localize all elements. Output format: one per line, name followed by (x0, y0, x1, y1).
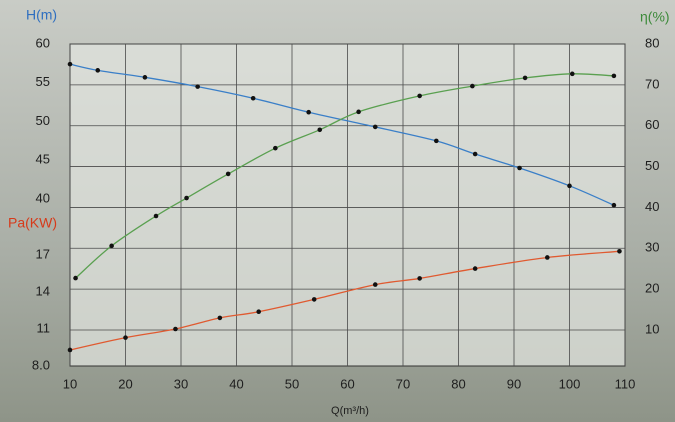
x-tick-label: 100 (559, 376, 581, 391)
y2-tick-label: 60 (645, 117, 659, 132)
y3-tick-label: 8.0 (32, 357, 50, 372)
data-point (153, 213, 159, 219)
data-point (545, 255, 550, 260)
x-tick-label: 110 (615, 376, 636, 391)
data-point (417, 93, 422, 99)
data-point (470, 83, 475, 89)
x-tick-label: 70 (396, 376, 410, 391)
x-tick-label: 80 (451, 376, 465, 391)
data-point (173, 326, 178, 332)
data-point (109, 243, 114, 249)
y2-tick-label: 50 (645, 158, 659, 173)
data-point (417, 276, 422, 281)
x-tick-label: 40 (229, 376, 243, 391)
y3-tick-label: 11 (37, 320, 51, 335)
data-point (517, 165, 522, 171)
y-tick-label: 60 (36, 35, 50, 50)
data-point (95, 68, 101, 73)
data-point (311, 297, 317, 302)
data-point (372, 124, 378, 130)
data-point (611, 73, 617, 79)
data-point (142, 75, 148, 80)
y-tick-label: 55 (36, 74, 50, 89)
data-point (184, 195, 189, 201)
data-point (569, 71, 575, 77)
x-tick-label: 90 (507, 376, 521, 391)
y-axis-label: H(m) (26, 7, 57, 23)
data-point (522, 75, 528, 81)
data-point (617, 249, 622, 254)
data-point (317, 127, 323, 133)
y3-axis-label: Pa(KW) (8, 215, 57, 231)
y2-tick-label: 20 (645, 281, 659, 296)
data-point (67, 347, 73, 353)
data-point (372, 282, 378, 287)
data-point (472, 266, 478, 271)
data-point (195, 84, 200, 89)
data-point (225, 171, 231, 177)
x-tick-label: 20 (118, 376, 132, 391)
data-point (611, 202, 617, 208)
y3-tick-label: 17 (36, 246, 50, 261)
y-tick-label: 45 (36, 152, 50, 167)
data-point (250, 95, 256, 101)
data-point (306, 109, 311, 115)
y-tick-label: 40 (36, 190, 50, 205)
y2-tick-label: 40 (645, 199, 659, 214)
data-point (273, 145, 278, 151)
data-point (434, 138, 439, 144)
y3-tick-label: 14 (36, 283, 50, 298)
data-point (73, 275, 78, 281)
data-point (567, 183, 572, 189)
data-point (356, 109, 361, 115)
data-point (256, 309, 262, 315)
y-tick-label: 50 (36, 113, 50, 128)
x-tick-label: 30 (174, 376, 188, 391)
y2-axis-label: η(%) (640, 9, 670, 25)
data-point (217, 315, 223, 321)
data-point (123, 335, 128, 340)
x-tick-label: 50 (285, 376, 299, 391)
data-point (67, 61, 73, 67)
data-point (472, 151, 478, 157)
y2-tick-label: 80 (645, 35, 659, 50)
y2-tick-label: 30 (645, 240, 659, 255)
x-tick-label: 60 (340, 376, 354, 391)
y2-tick-label: 70 (645, 76, 659, 91)
x-axis-label: Q(m³/h) (331, 405, 369, 417)
y2-tick-label: 10 (645, 321, 659, 336)
x-tick-label: 10 (63, 376, 77, 391)
